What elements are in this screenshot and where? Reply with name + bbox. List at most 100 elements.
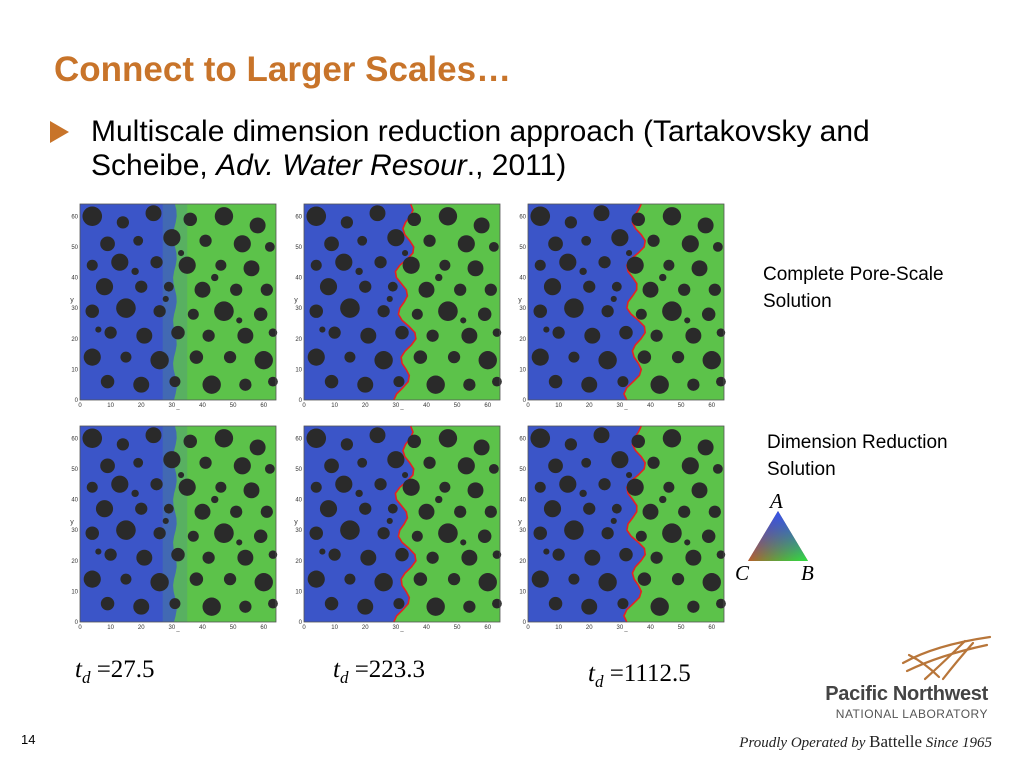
solid-grain: [178, 249, 185, 257]
solid-grain: [136, 549, 153, 566]
solid-grain: [324, 458, 339, 474]
x-tick-label: 0: [302, 625, 306, 631]
y-tick-label: 10: [71, 589, 78, 595]
solid-grain: [492, 598, 502, 609]
solid-grain: [581, 598, 598, 615]
solid-grain: [268, 550, 278, 559]
solid-grain: [435, 273, 443, 282]
solid-grain: [393, 598, 405, 610]
solid-grain: [477, 529, 492, 543]
x-tick-label: 20: [138, 625, 145, 631]
legend-label-a: A: [770, 489, 783, 513]
x-axis-label: x: [176, 630, 180, 632]
solid-grain: [163, 503, 174, 514]
y-tick-label: 0: [299, 620, 303, 626]
solid-grain: [411, 308, 423, 320]
solid-grain: [120, 573, 132, 585]
solid-grain: [178, 471, 185, 479]
solid-grain: [423, 456, 436, 469]
solid-grain: [202, 329, 215, 342]
solid-grain: [579, 489, 587, 498]
solid-grain: [650, 329, 663, 342]
pnnl-wordmark: Pacific Northwest NATIONAL LABORATORY: [825, 683, 988, 721]
solid-grain: [659, 495, 667, 504]
solid-grain: [307, 348, 325, 366]
y-axis-label: y: [294, 519, 298, 526]
time-label-2: td =223.3: [333, 656, 426, 687]
solid-grain: [477, 307, 492, 321]
solid-grain: [568, 351, 580, 363]
solid-grain: [460, 539, 467, 546]
x-tick-label: 20: [586, 403, 593, 409]
solid-grain: [215, 481, 227, 493]
solid-grain: [264, 463, 275, 474]
solid-grain: [619, 325, 633, 340]
solid-grain: [95, 500, 114, 518]
solid-grain: [133, 376, 150, 393]
solid-grain: [662, 207, 682, 226]
y-tick-label: 40: [71, 276, 78, 282]
solid-grain: [162, 517, 169, 524]
solid-grain: [678, 505, 691, 518]
y-tick-label: 40: [519, 498, 526, 504]
solid-grain: [82, 428, 103, 449]
y-axis-label: y: [518, 297, 522, 304]
y-tick-label: 20: [295, 337, 302, 343]
solid-grain: [584, 327, 601, 344]
y-tick-label: 0: [523, 620, 527, 626]
x-axis-label: x: [400, 630, 404, 632]
solid-grain: [100, 236, 115, 252]
solid-grain: [684, 317, 691, 324]
solid-grain: [534, 481, 546, 493]
solid-grain: [617, 376, 629, 388]
solid-grain: [663, 259, 675, 271]
solid-grain: [647, 234, 660, 247]
solid-grain: [340, 438, 353, 451]
solid-grain: [324, 596, 339, 611]
solid-grain: [369, 427, 386, 444]
solid-grain: [111, 253, 129, 271]
solid-grain: [697, 217, 714, 234]
x-tick-label: 10: [555, 625, 562, 631]
solid-grain: [402, 256, 420, 274]
solid-grain: [659, 273, 667, 282]
y-tick-label: 20: [519, 337, 526, 343]
solid-grain: [223, 351, 237, 364]
x-tick-label: 60: [260, 403, 267, 409]
solid-grain: [319, 500, 338, 518]
time-label-3: td =1112.5: [588, 660, 691, 691]
solid-grain: [335, 475, 353, 493]
solid-grain: [447, 573, 461, 586]
solid-grain: [533, 526, 547, 540]
slide-title: Connect to Larger Scales…: [54, 50, 512, 89]
solid-grain: [413, 572, 428, 586]
solid-grain: [685, 327, 702, 344]
solid-grain: [86, 481, 98, 493]
solid-grain: [484, 283, 497, 296]
solid-grain: [423, 234, 436, 247]
solid-grain: [684, 539, 691, 546]
x-tick-label: 30: [169, 625, 176, 631]
solid-grain: [86, 259, 98, 271]
solid-grain: [697, 439, 714, 456]
solid-grain: [439, 481, 451, 493]
x-axis-label: x: [400, 408, 404, 410]
solid-grain: [211, 495, 219, 504]
solid-grain: [387, 281, 398, 292]
solid-grain: [187, 308, 199, 320]
solid-grain: [260, 505, 273, 518]
solid-grain: [150, 351, 169, 370]
x-tick-label: 10: [107, 625, 114, 631]
solid-grain: [461, 327, 478, 344]
x-tick-label: 10: [555, 403, 562, 409]
plot-frame: [527, 203, 725, 401]
solid-grain: [355, 267, 363, 276]
solid-grain: [531, 570, 549, 588]
solid-grain: [463, 378, 476, 391]
solid-grain: [307, 570, 325, 588]
y-tick-label: 10: [519, 589, 526, 595]
solid-grain: [626, 478, 644, 496]
solid-grain: [559, 475, 577, 493]
solid-grain: [215, 259, 227, 271]
solid-grain: [260, 283, 273, 296]
